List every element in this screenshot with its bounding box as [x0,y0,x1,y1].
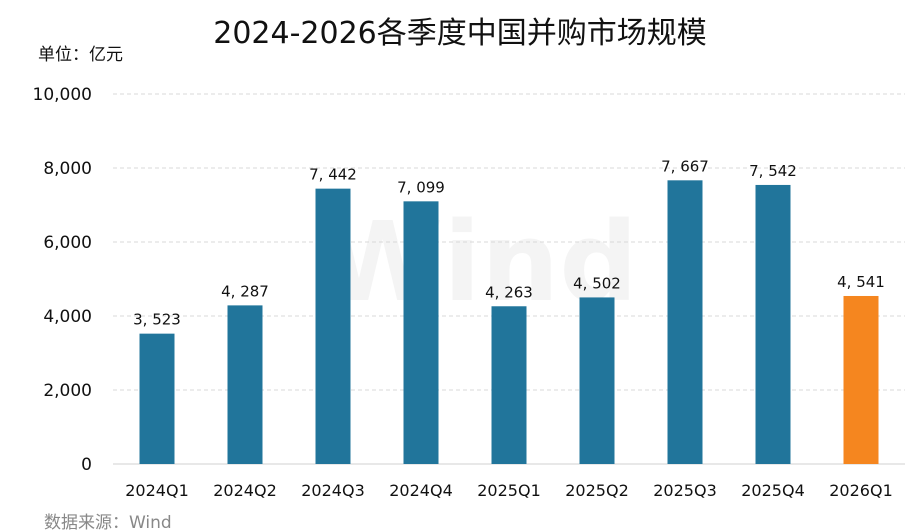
unit-label: 单位：亿元 [38,45,123,65]
bar [491,306,527,464]
data-label: 7, 099 [397,178,445,196]
y-tick-label: 0 [81,455,92,475]
data-label: 7, 667 [661,157,709,175]
y-tick-label: 6,000 [43,233,92,253]
bar [139,333,175,464]
y-tick-label: 2,000 [43,381,92,401]
data-label: 4, 287 [221,282,269,300]
bar [755,184,791,465]
y-tick-label: 8,000 [43,159,92,179]
x-tick-label: 2024Q2 [213,481,277,500]
y-tick-label: 10,000 [33,85,92,105]
chart-title: 2024-2026各季度中国并购市场规模 [213,16,707,51]
data-label: 7, 442 [309,166,357,184]
data-label: 4, 263 [485,283,533,301]
x-tick-label: 2025Q2 [565,481,629,500]
x-tick-label: 2025Q3 [653,481,717,500]
y-tick-label: 4,000 [43,307,92,327]
bar [403,201,439,464]
data-label: 7, 542 [749,162,797,180]
bar [315,188,351,464]
x-tick-label: 2024Q4 [389,481,453,500]
data-label: 4, 502 [573,274,621,292]
x-tick-label: 2025Q1 [477,481,541,500]
source-note: 数据来源：Wind [44,513,172,532]
bar [579,297,615,464]
data-label: 4, 541 [837,273,885,291]
bar [227,305,263,464]
data-label: 3, 523 [133,311,181,329]
x-tick-label: 2024Q3 [301,481,365,500]
x-tick-label: 2024Q1 [125,481,189,500]
bar [843,295,879,464]
x-tick-label: 2025Q4 [741,481,805,500]
bar [667,180,703,465]
x-tick-label: 2026Q1 [829,481,893,500]
